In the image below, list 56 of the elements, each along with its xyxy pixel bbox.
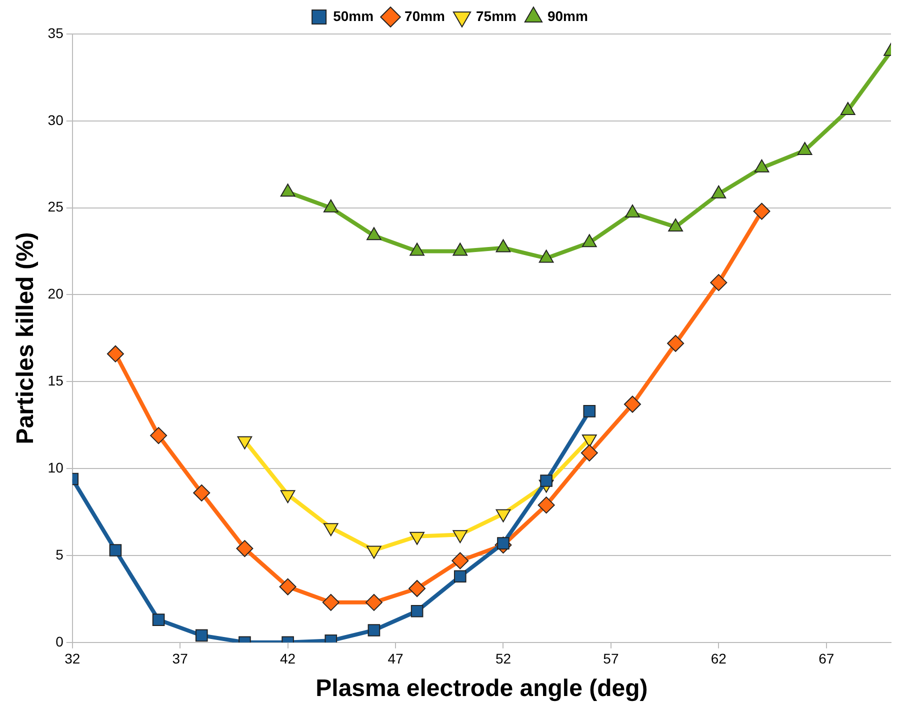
y-tick-label: 10 xyxy=(48,459,64,476)
point xyxy=(236,540,254,558)
x-tick-label: 62 xyxy=(710,650,727,667)
point xyxy=(668,218,683,232)
point xyxy=(193,484,210,502)
point xyxy=(840,102,856,115)
point xyxy=(106,345,124,362)
point xyxy=(454,570,466,582)
point xyxy=(152,614,165,626)
point xyxy=(365,594,382,611)
y-tick-label: 20 xyxy=(48,286,64,302)
point xyxy=(452,242,468,256)
legend-label: 70mm xyxy=(404,8,445,24)
x-tick-label: 57 xyxy=(603,650,619,667)
y-tick-label: 15 xyxy=(48,372,64,389)
point xyxy=(797,142,812,155)
legend-label: 90mm xyxy=(547,8,588,24)
x-tick-label: 32 xyxy=(64,650,80,667)
point xyxy=(279,578,296,596)
x-axis-title: Plasma electrode angle (deg) xyxy=(316,675,648,702)
point xyxy=(496,239,511,252)
x-tick-label: 37 xyxy=(172,650,188,667)
y-tick-label: 5 xyxy=(56,546,64,562)
point xyxy=(625,204,640,218)
x-tick-label: 42 xyxy=(280,650,296,667)
point xyxy=(667,334,684,352)
point xyxy=(368,624,380,636)
point xyxy=(711,185,726,198)
point xyxy=(582,234,597,248)
point xyxy=(195,629,208,642)
point xyxy=(150,427,168,444)
point xyxy=(366,227,382,240)
point xyxy=(410,242,424,256)
x-tick-label: 52 xyxy=(495,650,512,667)
legend-label: 75mm xyxy=(476,8,516,24)
point xyxy=(322,594,340,611)
point xyxy=(754,159,770,172)
point xyxy=(323,199,338,212)
point xyxy=(580,444,598,462)
point xyxy=(109,544,122,556)
x-tick-label: 47 xyxy=(388,650,404,667)
point xyxy=(410,604,424,618)
point xyxy=(452,552,469,570)
point xyxy=(624,396,641,413)
point xyxy=(408,580,426,598)
legend-label: 50mm xyxy=(333,8,374,24)
y-tick-label: 0 xyxy=(56,633,64,650)
y-tick-label: 25 xyxy=(48,198,64,215)
y-axis-title: Particles killed (%) xyxy=(12,232,40,444)
y-tick-label: 35 xyxy=(48,24,64,41)
point xyxy=(538,496,555,514)
y-tick-label: 30 xyxy=(48,112,64,128)
point xyxy=(583,405,596,418)
point xyxy=(538,250,554,263)
x-tick-label: 67 xyxy=(818,650,834,667)
point xyxy=(280,184,296,197)
